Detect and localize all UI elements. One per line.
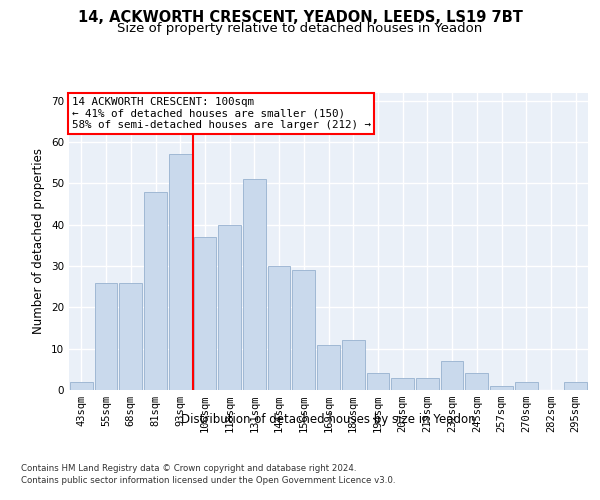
Bar	[441, 361, 463, 390]
Bar	[317, 344, 340, 390]
Bar	[218, 224, 241, 390]
Y-axis label: Number of detached properties: Number of detached properties	[32, 148, 46, 334]
Text: Contains HM Land Registry data © Crown copyright and database right 2024.: Contains HM Land Registry data © Crown c…	[21, 464, 356, 473]
Bar	[243, 180, 266, 390]
Bar	[391, 378, 414, 390]
Text: Size of property relative to detached houses in Yeadon: Size of property relative to detached ho…	[118, 22, 482, 35]
Bar	[119, 282, 142, 390]
Bar	[268, 266, 290, 390]
Bar	[194, 237, 216, 390]
Bar	[490, 386, 513, 390]
Bar	[292, 270, 315, 390]
Bar	[95, 282, 118, 390]
Bar	[169, 154, 191, 390]
Bar	[144, 192, 167, 390]
Text: Contains public sector information licensed under the Open Government Licence v3: Contains public sector information licen…	[21, 476, 395, 485]
Bar	[342, 340, 365, 390]
Bar	[367, 374, 389, 390]
Text: 14, ACKWORTH CRESCENT, YEADON, LEEDS, LS19 7BT: 14, ACKWORTH CRESCENT, YEADON, LEEDS, LS…	[77, 10, 523, 25]
Bar	[416, 378, 439, 390]
Bar	[515, 382, 538, 390]
Bar	[70, 382, 93, 390]
Text: Distribution of detached houses by size in Yeadon: Distribution of detached houses by size …	[181, 412, 476, 426]
Bar	[564, 382, 587, 390]
Text: 14 ACKWORTH CRESCENT: 100sqm
← 41% of detached houses are smaller (150)
58% of s: 14 ACKWORTH CRESCENT: 100sqm ← 41% of de…	[71, 97, 371, 130]
Bar	[466, 374, 488, 390]
